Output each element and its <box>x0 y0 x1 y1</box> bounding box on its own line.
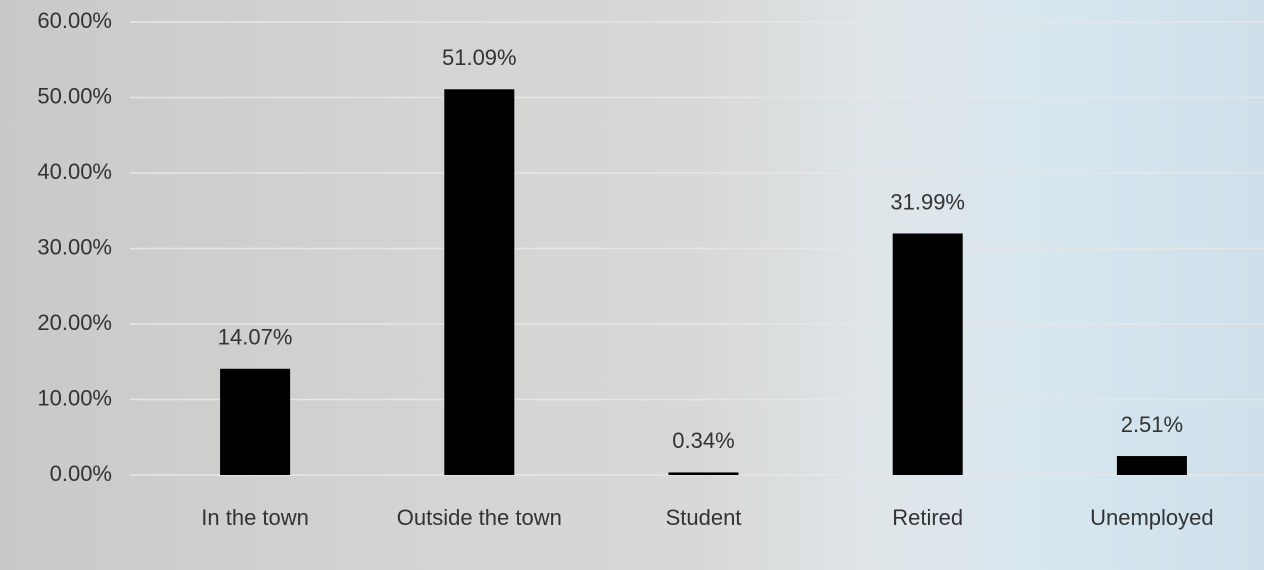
y-tick-label: 30.00% <box>37 234 112 259</box>
value-label: 14.07% <box>218 325 293 350</box>
bar <box>892 233 963 475</box>
bar <box>220 368 291 475</box>
y-tick-label: 40.00% <box>37 159 112 184</box>
value-label: 31.99% <box>890 189 965 214</box>
y-tick-label: 0.00% <box>50 461 112 486</box>
value-label: 2.51% <box>1121 412 1183 437</box>
x-tick-label: Unemployed <box>1090 505 1214 530</box>
bar <box>1116 456 1187 475</box>
y-tick-label: 60.00% <box>37 8 112 33</box>
x-tick-label: Outside the town <box>396 505 562 530</box>
x-tick-label: Student <box>665 505 742 530</box>
x-tick-label: In the town <box>201 505 309 530</box>
y-tick-label: 20.00% <box>37 310 112 335</box>
value-label: 0.34% <box>672 428 734 453</box>
bar <box>668 472 739 475</box>
y-tick-label: 10.00% <box>37 385 112 410</box>
x-tick-label: Retired <box>892 505 964 530</box>
y-tick-label: 50.00% <box>37 83 112 108</box>
value-label: 51.09% <box>442 45 517 70</box>
bar <box>444 89 515 475</box>
